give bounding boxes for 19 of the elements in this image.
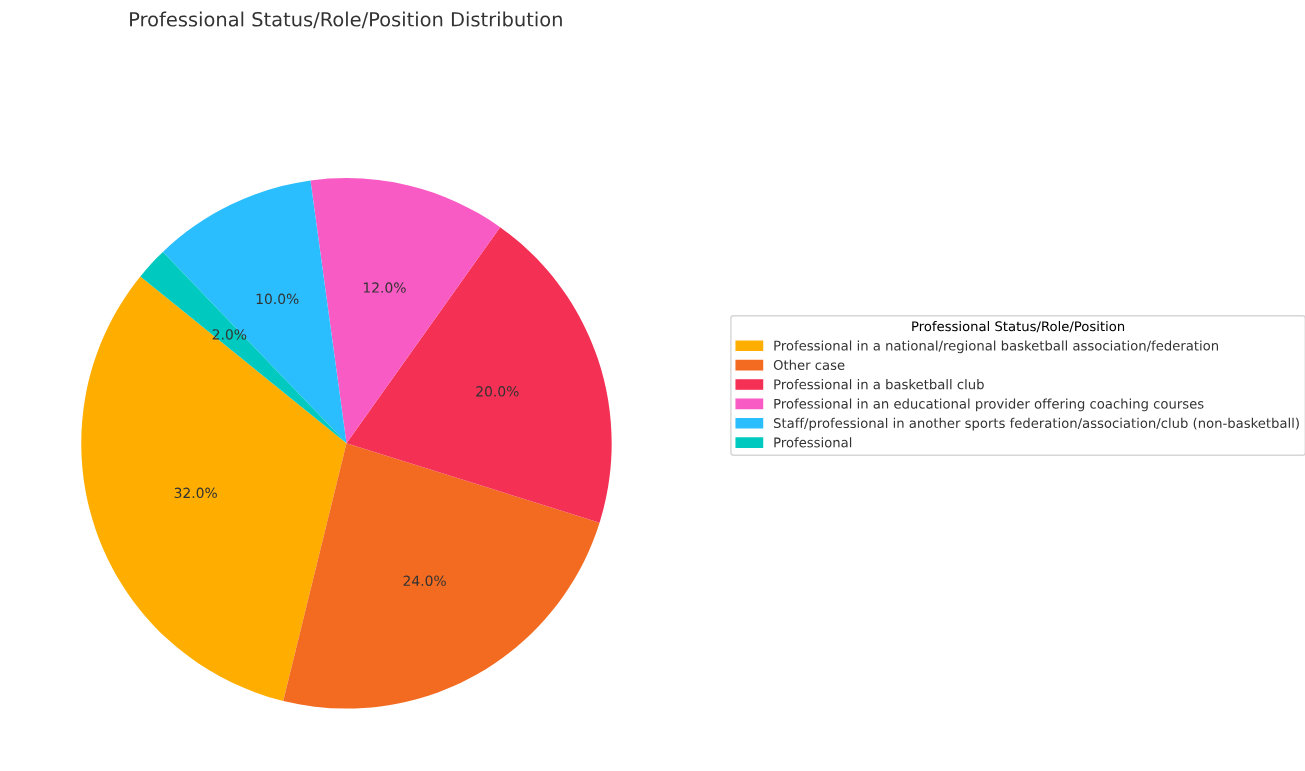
legend-title: Professional Status/Role/Position — [912, 321, 1125, 333]
legend-label: Professional in an educational provider offering coaching courses — [774, 398, 1204, 412]
legend-label: Staff/professional in another sports federation/association/club (non-basketball) — [773, 417, 1299, 431]
legend-label: Professional — [774, 437, 852, 448]
data-label: 2.0% — [212, 329, 247, 340]
data-label: 20.0% — [476, 386, 519, 397]
chart-title: Professional Status/Role/Position Distribution — [130, 11, 562, 29]
pie-slice — [346, 227, 612, 523]
legend-label: Professional in a national/regional basketball association/federation — [774, 340, 1218, 354]
legend-label: Other case — [773, 359, 845, 370]
pie-slice — [81, 276, 347, 701]
data-label: 24.0% — [403, 575, 446, 586]
legend-label: Professional in a basketball club — [774, 379, 984, 390]
data-label: 32.0% — [174, 487, 217, 499]
data-label: 12.0% — [363, 282, 406, 293]
pie-slice — [162, 180, 347, 444]
data-label: 10.0% — [256, 293, 299, 305]
pie-slice — [140, 251, 347, 444]
pie-slice — [283, 443, 600, 709]
